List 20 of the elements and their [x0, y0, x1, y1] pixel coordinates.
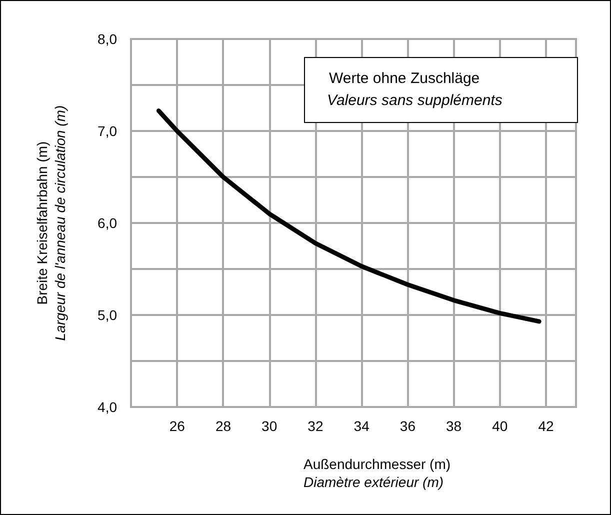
x-tick-label: 40 [492, 418, 508, 434]
x-tick-label: 32 [308, 418, 324, 434]
x-tick-label: 36 [400, 418, 416, 434]
y-tick-label: 4,0 [98, 399, 118, 415]
y-tick-label: 6,0 [98, 215, 118, 231]
x-axis-title: Außendurchmesser (m) Diamètre extérieur (m) [304, 456, 451, 490]
x-tick-label: 38 [446, 418, 462, 434]
x-tick-label: 42 [538, 418, 554, 434]
note-box: Werte ohne Zuschläge Valeurs sans suppléments [304, 57, 578, 123]
annotation: Werte ohne Zuschläge [328, 69, 481, 89]
y-tick-label: 5,0 [98, 307, 118, 323]
x-tick-label: 26 [169, 418, 186, 434]
annotation: Valeurs sans suppléments [327, 91, 504, 111]
x-tick-label: 30 [262, 418, 278, 434]
x-tick-label: 34 [354, 418, 370, 434]
y-axis-title: Breite Kreiselfahrbahn (m) Largeur de l'anneau de circulation (m) [34, 105, 68, 341]
y-tick-label: 7,0 [98, 123, 118, 139]
line-series [156, 108, 542, 324]
y-tick-label: 8,0 [98, 31, 118, 47]
x-tick-label: 28 [215, 418, 232, 434]
